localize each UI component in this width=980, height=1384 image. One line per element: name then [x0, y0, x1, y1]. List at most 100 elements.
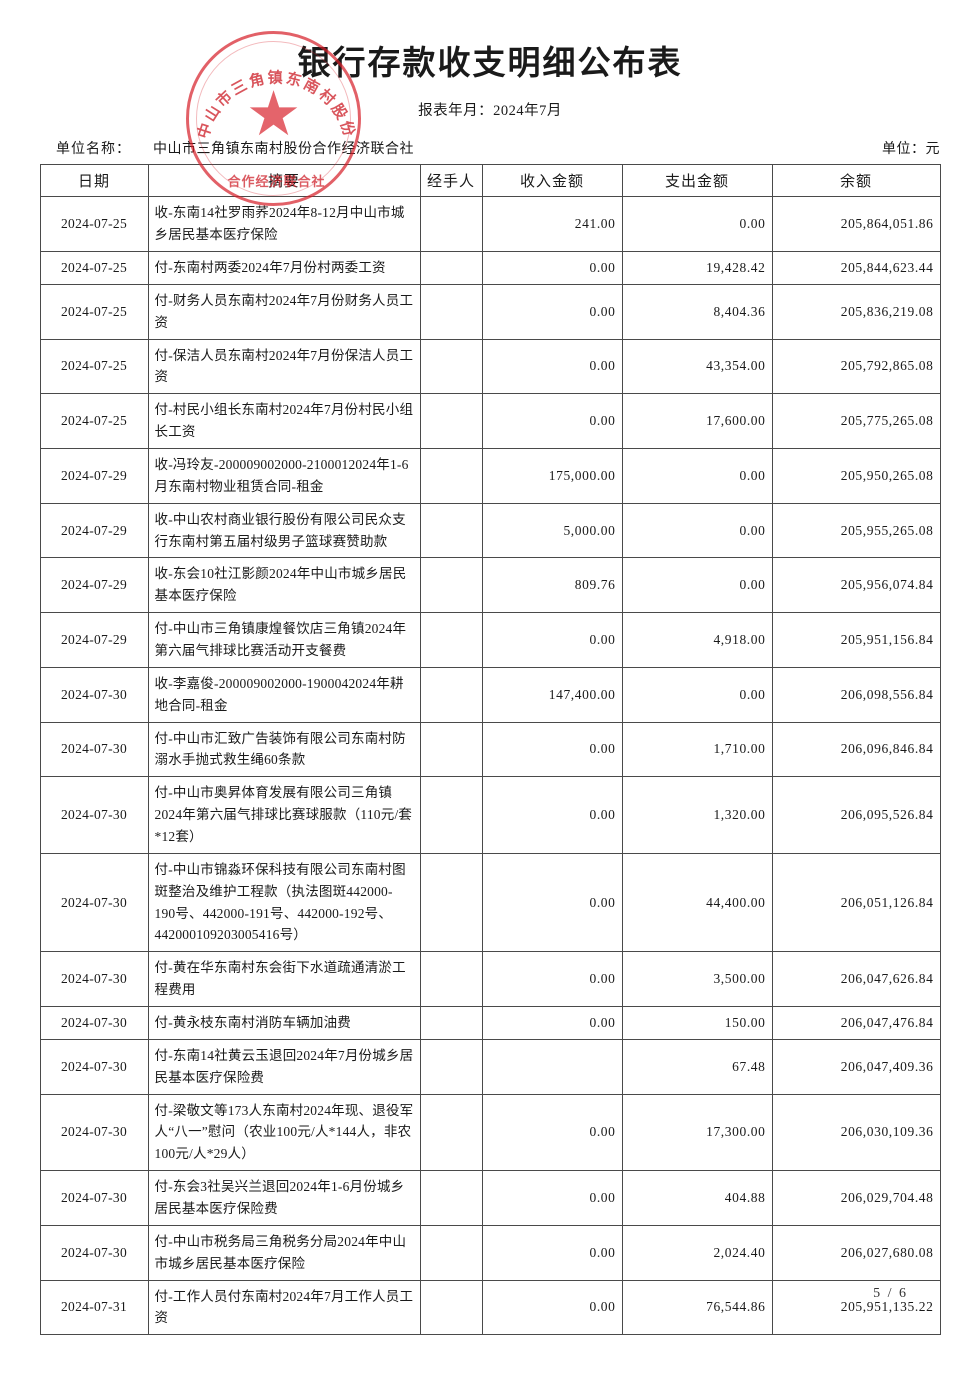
cell-income: 0.00 [481, 250, 623, 285]
cell-date: 2024-07-25 [39, 338, 149, 395]
cell-handler [419, 721, 483, 778]
cell-income: 0.00 [481, 776, 623, 854]
table-row: 2024-07-29 付-中山市三角镇康煌餐饮店三角镇2024年第六届气排球比赛活… [39, 612, 941, 668]
cell-date: 2024-07-30 [39, 951, 149, 1008]
cell-date: 2024-07-30 [39, 1224, 149, 1281]
cell-handler [419, 852, 483, 953]
cell-balance: 205,951,156.84 [771, 612, 941, 668]
cell-summary: 付-中山市锦淼环保科技有限公司东南村图斑整治及维护工程款（执法图斑442000-… [147, 852, 421, 953]
cell-date: 2024-07-31 [39, 1279, 149, 1336]
cell-summary: 收-冯玲友-200009002000-2100012024年1-6月东南村物业租… [147, 447, 421, 504]
cell-date: 2024-07-29 [39, 502, 149, 559]
cell-handler [419, 283, 483, 340]
table-row: 2024-07-30 付-中山市奥昇体育发展有限公司三角镇2024年第六届气排球比… [39, 776, 941, 854]
cell-handler [419, 338, 483, 395]
table-row: 2024-07-30 付-黄在华东南村东会街下水道疏通清淤工程费用 0.00 3,50… [39, 951, 941, 1008]
cell-income: 0.00 [481, 1093, 623, 1172]
column-header-date: 日期 [39, 164, 149, 198]
cell-income: 0.00 [481, 1279, 623, 1336]
cell-balance: 206,047,409.36 [771, 1038, 941, 1095]
cell-expense: 17,600.00 [621, 393, 773, 449]
cell-handler [419, 502, 483, 559]
cell-income: 809.76 [481, 557, 623, 614]
cell-expense: 3,500.00 [621, 951, 773, 1008]
cell-income: 0.00 [481, 852, 623, 953]
table-row: 2024-07-30 付-中山市锦淼环保科技有限公司东南村图斑整治及维护工程款（执… [39, 852, 941, 953]
cell-handler [419, 1006, 483, 1040]
table-row: 2024-07-30 付-梁敬文等173人东南村2024年现、退役军人“八一”慰问… [39, 1093, 941, 1172]
cell-expense: 0.00 [621, 557, 773, 614]
cell-income: 0.00 [481, 1006, 623, 1040]
table-row: 2024-07-29 收-冯玲友-200009002000-2100012024年… [39, 447, 941, 504]
cell-date: 2024-07-30 [39, 1093, 149, 1172]
unit-name-label: 单位名称： [56, 142, 131, 158]
table-row: 2024-07-30 付-东会3社吴兴兰退回2024年1-6月份城乡居民基本医疗保… [39, 1170, 941, 1226]
cell-balance: 206,029,704.48 [771, 1170, 941, 1226]
cell-income: 241.00 [481, 196, 623, 252]
cell-income: 175,000.00 [481, 447, 623, 504]
table-row: 2024-07-31 付-工作人员付东南村2024年7月工作人员工资 0.00 76,… [39, 1279, 941, 1336]
cell-date: 2024-07-25 [39, 283, 149, 340]
column-header-balance: 余额 [771, 164, 941, 198]
cell-expense: 0.00 [621, 666, 773, 723]
cell-summary: 付-财务人员东南村2024年7月份财务人员工资 [147, 283, 421, 340]
cell-summary: 收-中山农村商业银行股份有限公司民众支行东南村第五届村级男子篮球赛赞助款 [147, 502, 421, 559]
cell-expense: 67.48 [621, 1038, 773, 1095]
cell-date: 2024-07-29 [39, 612, 149, 668]
cell-date: 2024-07-30 [39, 852, 149, 953]
cell-expense: 0.00 [621, 196, 773, 252]
cell-balance: 206,051,126.84 [771, 852, 941, 953]
cell-handler [419, 666, 483, 723]
cell-date: 2024-07-30 [39, 1006, 149, 1040]
cell-balance: 205,951,135.22 [771, 1279, 941, 1336]
cell-balance: 206,030,109.36 [771, 1093, 941, 1172]
table-row: 2024-07-30 付-中山市汇致广告装饰有限公司东南村防溺水手抛式救生绳60条… [39, 721, 941, 778]
unit-name-group: 单位名称： 中山市三角镇东南村股份合作经济联合社 [56, 138, 414, 158]
cell-expense: 0.00 [621, 502, 773, 559]
cell-handler [419, 1093, 483, 1172]
cell-balance: 205,792,865.08 [771, 338, 941, 395]
cell-summary: 付-工作人员付东南村2024年7月工作人员工资 [147, 1279, 421, 1336]
cell-date: 2024-07-30 [39, 1038, 149, 1095]
table-row: 2024-07-25 付-东南村两委2024年7月份村两委工资 0.00 19,428… [39, 250, 941, 285]
cell-handler [419, 250, 483, 285]
cell-expense: 1,710.00 [621, 721, 773, 778]
cell-handler [419, 612, 483, 668]
column-header-handler: 经手人 [419, 164, 483, 198]
cell-expense: 404.88 [621, 1170, 773, 1226]
cell-income: 0.00 [481, 1224, 623, 1281]
column-header-income: 收入金额 [481, 164, 623, 198]
cell-balance: 205,775,265.08 [771, 393, 941, 449]
cell-date: 2024-07-30 [39, 721, 149, 778]
cell-expense: 2,024.40 [621, 1224, 773, 1281]
cell-expense: 76,544.86 [621, 1279, 773, 1336]
cell-balance: 206,047,626.84 [771, 951, 941, 1008]
cell-handler [419, 447, 483, 504]
cell-income: 0.00 [481, 393, 623, 449]
cell-balance: 206,098,556.84 [771, 666, 941, 723]
table-row: 2024-07-25 付-保洁人员东南村2024年7月份保洁人员工资 0.00 43,… [39, 338, 941, 395]
cell-balance: 206,047,476.84 [771, 1006, 941, 1040]
table-row: 2024-07-25 付-财务人员东南村2024年7月份财务人员工资 0.00 8,4… [39, 283, 941, 340]
cell-summary: 付-村民小组长东南村2024年7月份村民小组长工资 [147, 393, 421, 449]
cell-summary: 付-黄在华东南村东会街下水道疏通清淤工程费用 [147, 951, 421, 1008]
cell-expense: 4,918.00 [621, 612, 773, 668]
table-row: 2024-07-25 付-村民小组长东南村2024年7月份村民小组长工资 0.00 1… [39, 393, 941, 449]
cell-date: 2024-07-30 [39, 776, 149, 854]
cell-handler [419, 1279, 483, 1336]
cell-expense: 150.00 [621, 1006, 773, 1040]
cell-summary: 付-梁敬文等173人东南村2024年现、退役军人“八一”慰问（农业100元/人*… [147, 1093, 421, 1172]
table-row: 2024-07-30 付-黄永枝东南村消防车辆加油费 0.00 150.00 206,0… [39, 1006, 941, 1040]
table-row: 2024-07-30 收-李嘉俊-200009002000-1900042024年… [39, 666, 941, 723]
meta-row: 单位名称： 中山市三角镇东南村股份合作经济联合社 单位：元 [56, 138, 940, 158]
cell-income: 0.00 [481, 338, 623, 395]
cell-summary: 收-李嘉俊-200009002000-1900042024年耕地合同-租金 [147, 666, 421, 723]
cell-summary: 付-东南村两委2024年7月份村两委工资 [147, 250, 421, 285]
cell-handler [419, 951, 483, 1008]
cell-expense: 1,320.00 [621, 776, 773, 854]
cell-summary: 付-中山市税务局三角税务分局2024年中山市城乡居民基本医疗保险 [147, 1224, 421, 1281]
cell-balance: 205,950,265.08 [771, 447, 941, 504]
cell-balance: 206,095,526.84 [771, 776, 941, 854]
column-header-summary: 摘要 [147, 164, 421, 198]
cell-balance: 205,844,623.44 [771, 250, 941, 285]
